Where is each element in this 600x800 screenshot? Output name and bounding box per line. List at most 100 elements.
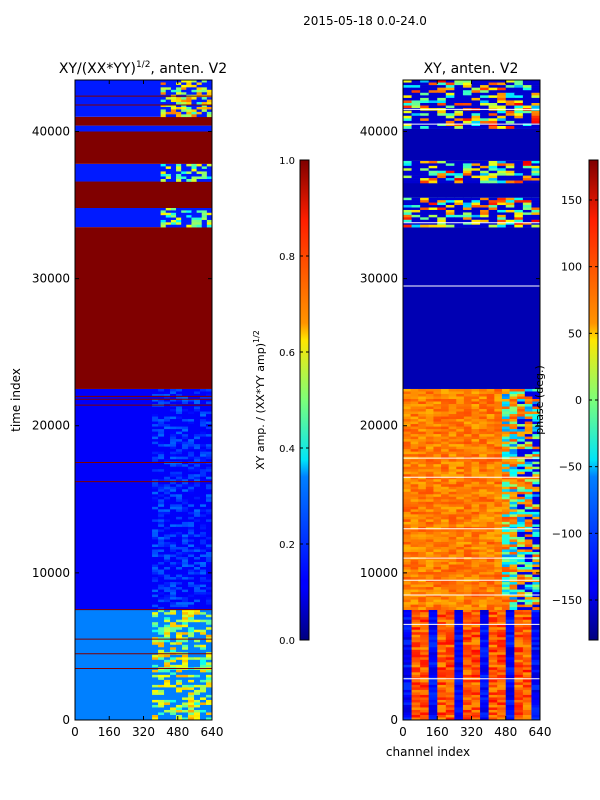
heatmap-cell <box>514 697 524 701</box>
heatmap-cell <box>517 431 526 435</box>
heatmap-cell <box>206 176 212 180</box>
heatmap-cell <box>462 205 472 208</box>
heatmap-cell <box>497 168 507 172</box>
heatmap-cell <box>176 624 183 628</box>
heatmap-cell <box>456 491 465 495</box>
heatmap-cell <box>479 506 488 510</box>
heatmap-cell <box>206 481 212 485</box>
heatmap-cell <box>194 456 201 460</box>
heatmap-cell <box>441 494 450 498</box>
heatmap-cell <box>433 599 442 603</box>
heatmap-cell <box>433 474 442 478</box>
heatmap-cell <box>505 659 515 663</box>
heatmap-cell <box>194 504 201 508</box>
heatmap-cell <box>462 662 472 666</box>
heatmap-cell <box>501 509 511 513</box>
heatmap-cell <box>418 398 427 402</box>
heatmap-cell <box>480 682 490 686</box>
heatmap-cell <box>411 118 421 122</box>
heatmap-cell <box>200 411 207 415</box>
heatmap-cell <box>486 607 495 610</box>
heatmap-cell <box>206 111 212 115</box>
heatmap-cell <box>522 647 532 651</box>
heatmap-cell <box>479 454 488 457</box>
heatmap-cell <box>201 210 208 214</box>
heatmap-cell <box>152 567 159 570</box>
heatmap-cell <box>505 684 515 688</box>
heatmap-cell <box>522 82 532 86</box>
heatmap-cell <box>479 572 488 575</box>
heatmap-cell <box>152 639 159 643</box>
heatmap-cell <box>176 639 183 643</box>
heatmap-cell <box>170 168 177 172</box>
heatmap-cell <box>425 409 434 412</box>
heatmap-cell <box>531 634 540 638</box>
heatmap-cell <box>206 99 212 103</box>
heatmap-cell <box>425 464 434 468</box>
heatmap-cell <box>524 562 533 565</box>
heatmap-cell <box>428 629 438 633</box>
heatmap-cell <box>463 514 472 518</box>
heatmap-cell <box>188 551 195 555</box>
heatmap-cell <box>428 707 438 711</box>
heatmap-cell <box>524 521 533 525</box>
heatmap-cell <box>505 224 515 228</box>
heatmap-cell <box>471 617 481 620</box>
heatmap-cell <box>497 85 507 88</box>
heatmap-cell <box>456 501 465 505</box>
heatmap-cell <box>479 531 488 535</box>
heatmap-cell <box>182 687 189 691</box>
heatmap-cell <box>433 406 442 410</box>
heatmap-cell <box>200 494 207 498</box>
heatmap-cell <box>403 551 412 555</box>
heatmap-cell <box>509 539 518 543</box>
heatmap-cell <box>201 80 208 83</box>
heatmap-cell <box>486 546 495 550</box>
heatmap-cell <box>445 202 455 206</box>
heatmap-cell <box>188 416 195 420</box>
heatmap-cell <box>488 219 498 223</box>
heatmap-cell <box>494 441 503 445</box>
heatmap-cell <box>509 579 518 583</box>
heatmap-cell <box>514 205 524 208</box>
heatmap-cell <box>471 619 481 623</box>
heatmap-cell <box>411 609 421 613</box>
heatmap-cell <box>463 416 472 420</box>
heatmap-cell <box>403 659 413 663</box>
heatmap-cell <box>480 207 490 211</box>
heatmap-cell <box>160 166 167 170</box>
heatmap-cell <box>206 717 212 720</box>
heatmap-cell <box>194 619 201 623</box>
heatmap-cell <box>158 642 165 646</box>
heatmap-cell <box>164 559 171 563</box>
heatmap-cell <box>194 541 201 545</box>
heatmap-cell <box>514 202 524 206</box>
heatmap-cell <box>509 446 518 450</box>
heatmap-cell <box>501 441 511 445</box>
heatmap-cell <box>433 446 442 450</box>
heatmap-cell <box>194 489 201 493</box>
heatmap-cell <box>497 175 507 179</box>
heatmap-cell <box>206 479 212 483</box>
heatmap-cell <box>448 481 457 485</box>
heatmap-cell <box>410 597 419 600</box>
heatmap-cell <box>403 559 412 563</box>
heatmap-cell <box>471 393 480 397</box>
heatmap-cell <box>471 207 481 211</box>
heatmap-cell <box>206 521 212 525</box>
heatmap-cell <box>152 461 159 465</box>
heatmap-cell <box>152 551 159 555</box>
heatmap-cell <box>411 205 421 208</box>
heatmap-cell <box>454 92 464 96</box>
heatmap-cell <box>425 416 434 420</box>
heatmap-cell <box>403 574 412 578</box>
heatmap-cell <box>441 579 450 583</box>
heatmap-cell <box>188 714 195 718</box>
heatmap-cell <box>158 424 165 427</box>
heatmap-cell <box>441 504 450 508</box>
heatmap-cell <box>514 637 524 641</box>
heatmap-cell <box>488 702 498 706</box>
heatmap-cell <box>196 97 203 100</box>
heatmap-cell <box>471 679 481 683</box>
heatmap-cell <box>488 222 498 225</box>
